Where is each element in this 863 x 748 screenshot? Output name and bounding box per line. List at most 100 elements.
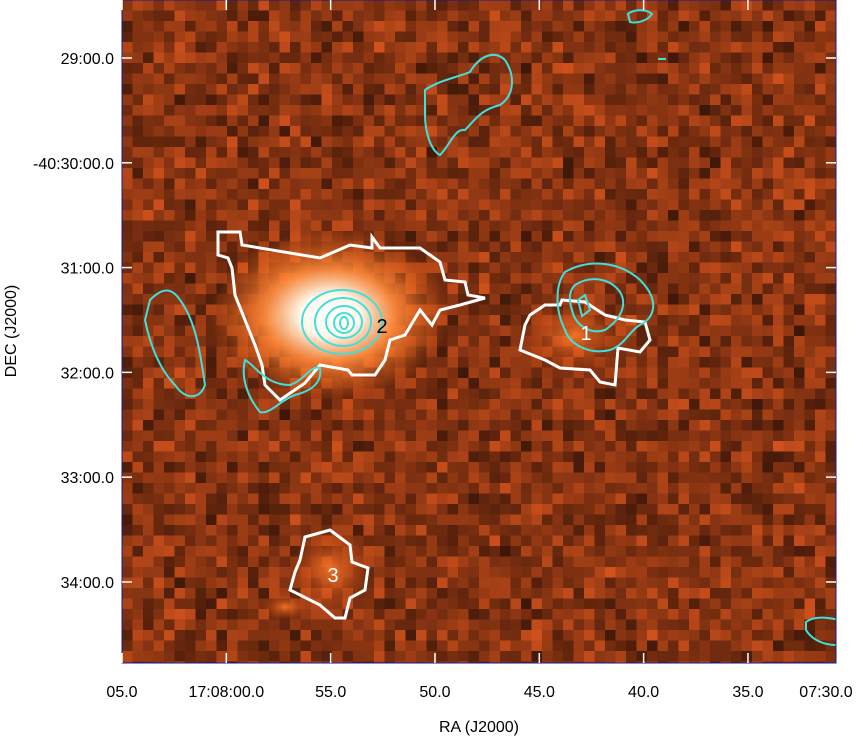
image-pixel	[783, 556, 795, 568]
image-pixel	[237, 630, 249, 641]
image-pixel	[563, 52, 574, 64]
image-pixel	[426, 42, 438, 53]
image-pixel	[363, 21, 375, 32]
bright-source	[210, 230, 450, 400]
image-pixel	[594, 94, 606, 106]
image-pixel	[804, 31, 816, 43]
image-pixel	[405, 136, 417, 148]
image-pixel	[164, 210, 175, 221]
image-pixel	[500, 252, 511, 263]
image-pixel	[143, 472, 154, 484]
image-pixel	[794, 598, 805, 610]
image-pixel	[752, 378, 763, 389]
image-pixel	[815, 451, 826, 463]
image-pixel	[720, 241, 732, 253]
image-pixel	[636, 630, 648, 641]
image-pixel	[605, 525, 616, 536]
image-pixel	[825, 325, 836, 337]
image-pixel	[185, 31, 196, 43]
image-pixel	[447, 315, 459, 326]
image-pixel	[573, 661, 585, 663]
image-pixel	[678, 283, 690, 295]
image-pixel	[720, 252, 732, 263]
image-pixel	[668, 168, 679, 179]
image-pixel	[321, 504, 333, 515]
image-pixel	[164, 0, 175, 11]
image-pixel	[552, 451, 564, 463]
image-pixel	[216, 178, 228, 190]
x-tick-label: 35.0	[732, 684, 763, 701]
image-pixel	[510, 273, 522, 284]
image-pixel	[815, 577, 826, 589]
image-pixel	[363, 630, 375, 641]
image-pixel	[605, 157, 616, 169]
image-pixel	[248, 409, 259, 421]
image-pixel	[741, 283, 753, 295]
image-pixel	[552, 388, 564, 400]
image-pixel	[521, 598, 532, 610]
image-pixel	[531, 294, 543, 305]
image-pixel	[773, 42, 784, 53]
image-pixel	[342, 483, 354, 494]
image-pixel	[542, 210, 553, 221]
y-tick-label: 31:00.0	[61, 261, 114, 278]
image-pixel	[258, 588, 270, 599]
image-pixel	[153, 451, 165, 463]
image-pixel	[531, 556, 543, 568]
image-pixel	[258, 514, 270, 526]
image-pixel	[195, 640, 207, 652]
image-pixel	[174, 661, 186, 663]
image-pixel	[174, 189, 186, 200]
image-pixel	[227, 546, 238, 557]
image-pixel	[143, 136, 154, 148]
image-pixel	[731, 178, 742, 190]
image-pixel	[416, 231, 427, 242]
image-pixel	[584, 220, 595, 232]
image-pixel	[405, 168, 417, 179]
image-pixel	[825, 556, 836, 568]
image-pixel	[720, 325, 732, 337]
image-pixel	[815, 472, 826, 484]
image-pixel	[689, 336, 700, 347]
image-pixel	[143, 346, 154, 358]
image-pixel	[510, 420, 522, 431]
image-pixel	[762, 126, 774, 137]
image-pixel	[773, 483, 784, 494]
image-pixel	[678, 10, 690, 22]
image-pixel	[416, 546, 427, 557]
image-pixel	[794, 588, 805, 599]
image-pixel	[405, 178, 417, 190]
image-pixel	[468, 640, 480, 652]
image-pixel	[122, 640, 133, 652]
image-pixel	[185, 535, 196, 547]
image-pixel	[468, 136, 480, 148]
image-pixel	[699, 0, 711, 11]
image-pixel	[762, 294, 774, 305]
image-pixel	[552, 535, 564, 547]
image-pixel	[615, 252, 627, 263]
image-pixel	[164, 126, 175, 137]
image-pixel	[437, 630, 448, 641]
image-pixel	[563, 231, 574, 242]
image-pixel	[206, 525, 217, 536]
image-pixel	[762, 21, 774, 32]
image-pixel	[479, 189, 490, 200]
image-pixel	[605, 430, 616, 442]
image-pixel	[773, 189, 784, 200]
image-pixel	[500, 0, 511, 11]
image-pixel	[531, 241, 543, 253]
image-pixel	[185, 147, 196, 158]
x-axis-label: RA (J2000)	[439, 719, 519, 736]
image-pixel	[794, 294, 805, 305]
image-pixel	[762, 336, 774, 347]
image-pixel	[143, 556, 154, 568]
image-pixel	[132, 598, 144, 610]
image-pixel	[710, 0, 721, 11]
image-pixel	[479, 630, 490, 641]
image-pixel	[510, 220, 522, 232]
image-pixel	[741, 136, 753, 148]
image-pixel	[636, 31, 648, 43]
image-pixel	[206, 231, 217, 242]
image-pixel	[227, 147, 238, 158]
image-pixel	[636, 105, 648, 116]
